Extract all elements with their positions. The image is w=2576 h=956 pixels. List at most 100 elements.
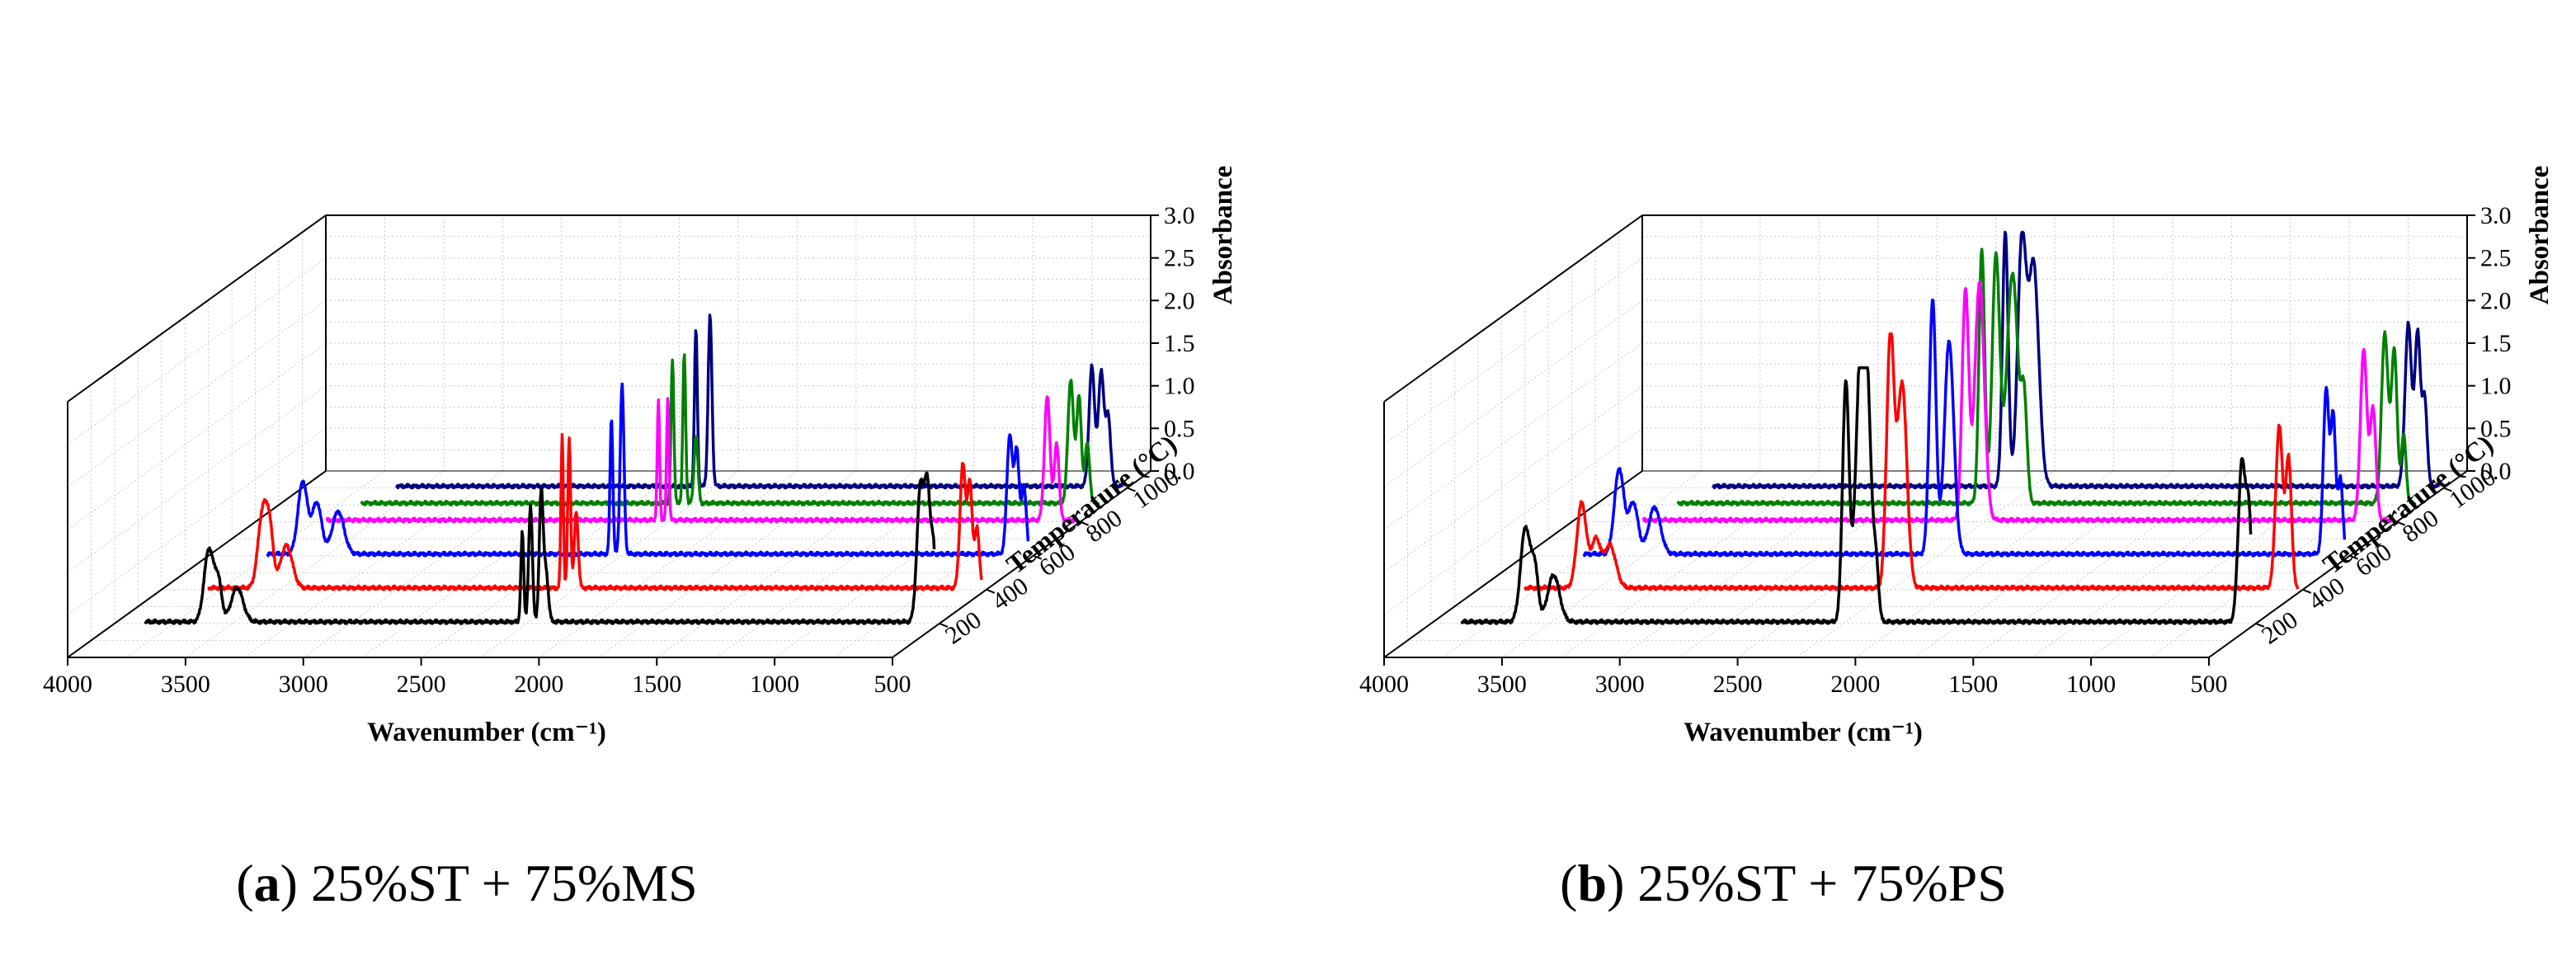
panel-b-grid-line (2090, 470, 2350, 658)
panel-a-frame-edge (67, 470, 327, 658)
panel-b: 4000 3500 3000 2500 2000 1500 1000 500200400600… (1359, 166, 2555, 912)
panel-a-series-1000 (395, 313, 1123, 490)
panel-b-caption: (b) 25%ST + 75%PS (1560, 854, 2007, 912)
panel-a-x-tick-label: 4000 (43, 671, 92, 698)
panel-b-y-tick-mark (2443, 487, 2452, 492)
panel-b-x-tick-label: 1500 (1948, 671, 1998, 698)
panel-a-caption-letter: a (254, 854, 280, 912)
panel-a-grid-line (361, 470, 621, 658)
panel-b-x-axis-title: Wavenumber (cm⁻¹) (1684, 718, 1923, 747)
panel-a-x-tick-label: 1000 (750, 671, 799, 698)
panel-a-grid-line (67, 257, 327, 445)
panel-a-x-tick-label: 2000 (514, 671, 563, 698)
panel-a-grid-line (597, 470, 857, 658)
panel-b-series-400 (1523, 332, 2300, 591)
panel-a-grid-line (421, 470, 680, 658)
panel-a-z-tick-label: 3.0 (1164, 202, 1195, 229)
panel-b-y-tick-mark (2302, 588, 2312, 594)
panel-a-caption-close: ) (280, 854, 311, 912)
panel-a-y-tick-label: 200 (940, 606, 987, 650)
panel-b-grid-line (1383, 342, 1643, 530)
panel-b-x-tick-label: 2000 (1830, 671, 1880, 698)
panel-b-caption-text: 25%ST + 75%PS (1637, 854, 2006, 912)
panel-b-grid-line (1855, 470, 2114, 658)
panel-b-z-tick-label: 1.5 (2480, 330, 2512, 357)
panel-a-z-tick-label: 0.5 (1164, 415, 1195, 442)
panel-a-x-tick-label: 1500 (632, 671, 681, 698)
panel-a-frame-edge (67, 214, 327, 403)
panel-a-grid-line (657, 470, 916, 658)
panel-b-frame-edge (1383, 214, 1643, 403)
panel-a-z-tick-label: 1.5 (1164, 330, 1195, 357)
panel-a-series (144, 313, 1123, 625)
panel-a-z-tick-label: 2.0 (1164, 287, 1195, 314)
panel-b-caption-letter: b (1577, 854, 1607, 912)
panel-a-frame-edge (892, 470, 1151, 658)
panel-b-x-tick-label: 1000 (2066, 671, 2116, 698)
panel-b-grid-line (1383, 427, 1643, 615)
panel-b-z-tick-label: 2.5 (2480, 245, 2512, 272)
panel-a-ticks: 4000 3500 3000 2500 2000 1500 1000 500200400600… (43, 202, 1195, 698)
panel-b-y-tick-mark (2255, 622, 2265, 628)
panel-a-y-tick-mark (939, 622, 949, 628)
panel-b-grid-line (1973, 470, 2232, 658)
panel-a-series-200 (144, 471, 936, 625)
panel-a-grid-line (67, 427, 327, 615)
panel-a-grid-line (715, 470, 974, 658)
panel-a-grid-line (479, 470, 739, 658)
panel-b-y-tick-mark (2349, 554, 2359, 560)
panel-a-grid-line (67, 342, 327, 530)
panel-b-z-tick-label: 0.5 (2480, 415, 2512, 442)
panel-b-x-tick-label: 3500 (1477, 671, 1527, 698)
svg-text:(a) 25%ST + 75%MS: (a) 25%ST + 75%MS (236, 854, 697, 912)
panel-b-grid-line (1383, 299, 1643, 487)
panel-a: 4000 3500 3000 2500 2000 1500 1000 500200400600… (43, 166, 1238, 912)
panel-b-grid-line (1561, 470, 1820, 658)
panel-a-caption-open: ( (236, 854, 253, 912)
panel-b-grid-line (2032, 470, 2291, 658)
panel-a-x-axis-title: Wavenumber (cm⁻¹) (367, 718, 606, 747)
panel-a-z-axis-title: Absorbance (1208, 166, 1238, 305)
panel-a-series-400 (207, 432, 983, 591)
panel-b-x-tick-label: 3000 (1595, 671, 1645, 698)
panel-b-grid-line (1383, 257, 1643, 445)
panel-b-series-600 (1582, 298, 2347, 558)
panel-a-y-tick-mark (1033, 554, 1043, 560)
panel-a-series-600 (266, 382, 1030, 558)
panel-b-frame-edge (1383, 470, 1643, 658)
panel-a-caption-text: 25%ST + 75%MS (311, 854, 698, 912)
panel-a-y-tick-mark (1080, 520, 1089, 526)
panel-a-x-tick-label: 500 (874, 671, 911, 698)
panel-b-grid-line (1501, 470, 1761, 658)
panel-b-x-tick-label: 2500 (1713, 671, 1763, 698)
panel-b-frame-edge (2208, 470, 2468, 658)
panel-b-caption-open: ( (1560, 854, 1577, 912)
panel-a-z-tick-label: 2.5 (1164, 245, 1195, 272)
panel-b-series-800 (1641, 280, 2394, 524)
panel-a-series-800 (325, 395, 1077, 524)
panel-a-y-tick-label: 400 (987, 572, 1034, 616)
panel-a-x-tick-label: 2500 (397, 671, 446, 698)
panel-a-z-tick-label: 1.0 (1164, 373, 1195, 400)
panel-a-grid-line (185, 470, 445, 658)
panel-b-z-tick-label: 0.0 (2480, 458, 2512, 485)
panel-b-z-tick-label: 2.0 (2480, 287, 2512, 314)
panel-a-series-900 (360, 353, 1100, 506)
svg-text:(b) 25%ST + 75%PS: (b) 25%ST + 75%PS (1560, 854, 2007, 912)
panel-b-y-tick-mark (2396, 520, 2405, 526)
panel-a-grid-line (244, 470, 503, 658)
panel-b-grid-line (1383, 385, 1643, 573)
panel-a-caption: (a) 25%ST + 75%MS (236, 854, 697, 912)
panel-b-series-200 (1460, 366, 2253, 625)
panel-b-grid-line (1443, 470, 1702, 658)
panel-b-series-1000 (1712, 230, 2440, 490)
panel-b-series-900 (1676, 247, 2417, 506)
panel-b-grid-line (1678, 470, 1938, 658)
panel-a-y-tick-mark (986, 588, 996, 594)
panel-a-grid-line (774, 470, 1034, 658)
panel-a-y-tick-mark (1127, 487, 1136, 492)
panel-b-y-tick-label: 200 (2257, 606, 2303, 650)
panel-b-series (1460, 230, 2440, 625)
panel-b-y-tick-label: 400 (2304, 572, 2350, 616)
